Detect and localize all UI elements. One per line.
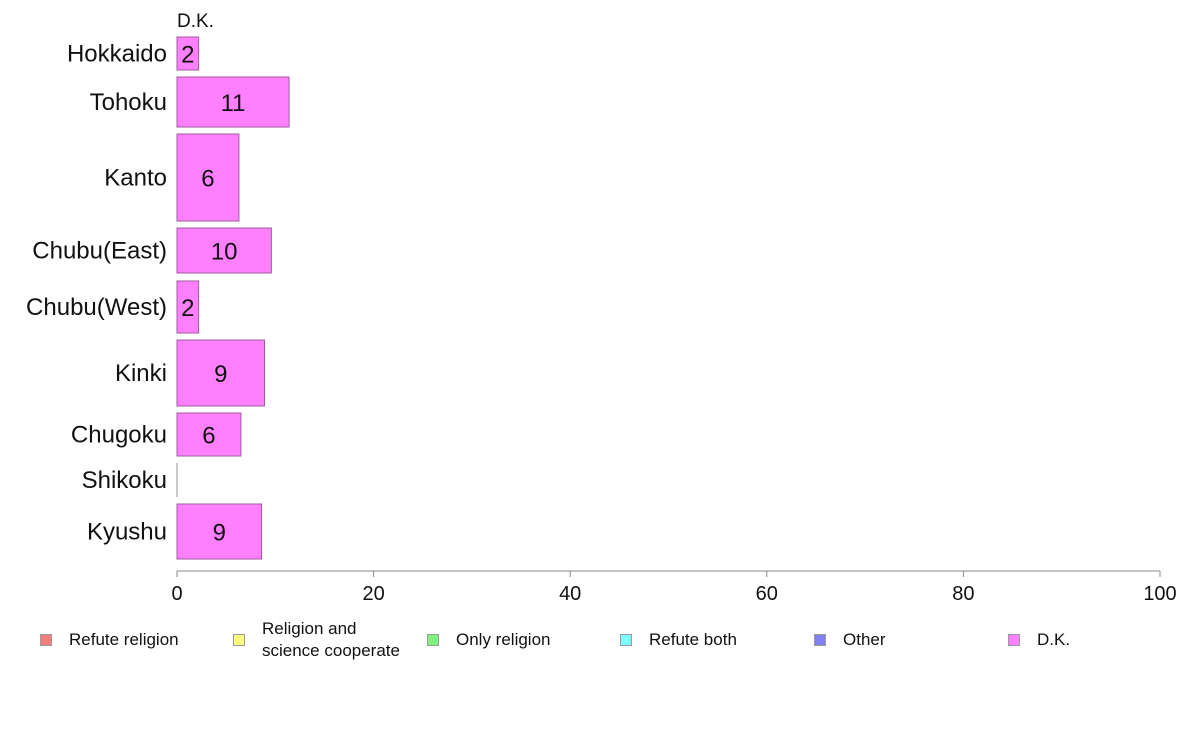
x-tick-label: 0 [171,583,182,605]
series-top-label: D.K. [177,11,214,32]
legend-label: Refute both [649,630,737,649]
legend-swatch [620,634,632,646]
legend-swatch [1008,634,1020,646]
bar [176,227,272,274]
legend-label: Refute religion [69,630,179,649]
data-label: 6 [202,423,215,450]
legend-item: D.K. [1008,618,1070,662]
data-label: 9 [214,361,227,388]
category-label: Kinki [115,360,167,387]
bar [176,76,290,128]
data-label: 2 [181,42,194,69]
category-label: Tohoku [90,89,167,116]
category-label: Shikoku [82,467,167,494]
bar [176,412,242,457]
data-label: 10 [211,239,238,266]
bar [176,280,200,334]
x-tick-label: 100 [1143,583,1176,605]
bar-chart: D.K. Hokkaido 2 Tohoku 11 Kanto 6 Chubu(East) 10… [26,11,1177,605]
bar [176,339,265,407]
legend-label: Religion and science cooperate [262,619,400,660]
bar [176,503,263,560]
legend-label: Only religion [456,630,551,649]
category-label: Chubu(East) [32,238,167,265]
legend-item: Only religion [427,618,551,662]
category-label: Chugoku [71,422,167,449]
bar [176,36,200,71]
data-label: 11 [221,90,246,117]
x-tick-label: 40 [559,583,581,605]
legend-item: Religion and science cooperate [233,618,400,662]
category-label: Chubu(West) [26,294,167,321]
legend-label: D.K. [1037,630,1071,649]
x-tick-label: 20 [362,583,384,605]
legend-item: Refute both [620,618,737,662]
legend-item: Other [814,618,886,662]
legend-swatch [233,634,245,646]
x-tick-label: 60 [756,583,778,605]
bar [176,133,240,222]
legend-swatch [814,634,826,646]
category-label: Kyushu [87,519,167,546]
legend-item: Refute religion [40,618,179,662]
legend-label: Other [843,630,886,649]
data-label: 2 [181,295,194,322]
legend-swatch [40,634,52,646]
legend: Refute religion Religion and science coop… [0,618,1188,668]
category-label: Hokkaido [67,41,167,68]
category-label: Kanto [104,165,167,192]
x-tick-label: 80 [952,583,974,605]
data-label: 6 [201,166,214,193]
legend-swatch [427,634,439,646]
data-label: 9 [213,520,226,547]
